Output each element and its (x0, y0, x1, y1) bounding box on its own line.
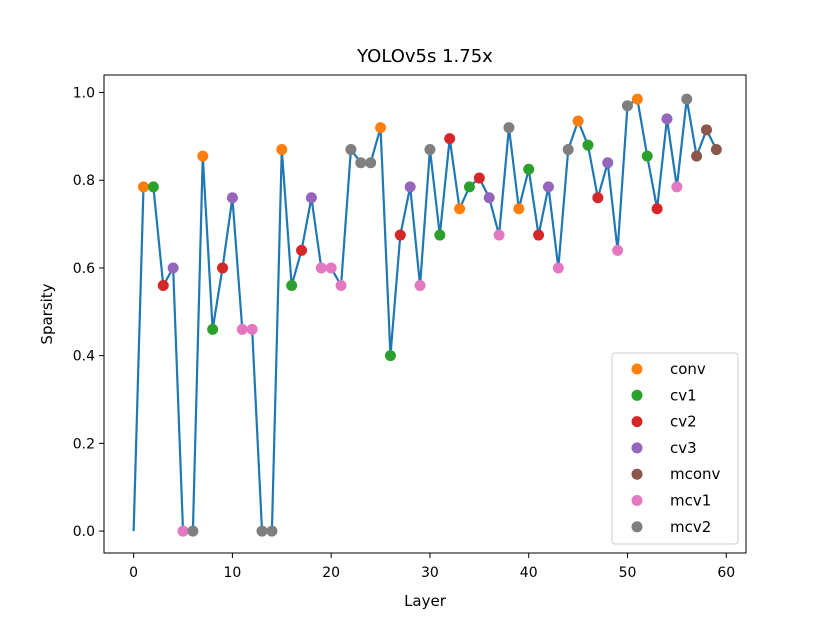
point-mcv2 (621, 100, 633, 112)
axis-ticks-group: 0 10 20 30 40 50 60 0.0 0.2 0.4 0.6 0.8 1.0 (73, 86, 735, 581)
point-cv3 (404, 181, 416, 193)
x-tick-label: 10 (223, 565, 241, 581)
point-cv1 (384, 350, 396, 362)
point-mconv (691, 150, 703, 162)
point-mcv1 (552, 262, 564, 274)
point-mcv1 (177, 525, 189, 537)
point-cv1 (286, 280, 298, 291)
point-conv (631, 93, 643, 105)
point-cv3 (542, 181, 554, 193)
point-cv3 (226, 192, 238, 204)
point-mcv1 (335, 280, 347, 291)
y-tick-label: 0.2 (73, 436, 95, 452)
point-cv3 (305, 192, 317, 204)
legend-box (611, 352, 739, 545)
sparsity-line (132, 98, 718, 533)
point-conv (276, 144, 288, 156)
legend-label-conv: conv (670, 360, 706, 378)
x-tick-label: 20 (322, 565, 340, 581)
point-mcv1 (671, 181, 683, 193)
point-cv2 (217, 262, 229, 274)
point-mcv2 (562, 144, 574, 156)
point-cv2 (394, 229, 406, 241)
point-mcv2 (681, 93, 693, 105)
point-cv3 (167, 262, 179, 274)
point-mcv1 (414, 280, 426, 291)
point-cv1 (582, 139, 594, 151)
point-mcv2 (187, 525, 199, 537)
point-mcv2 (355, 157, 367, 169)
legend-label-mconv: mconv (670, 465, 721, 483)
y-tick-label: 0.6 (73, 261, 95, 277)
x-axis-title: Layer (404, 592, 447, 610)
data-points-group (138, 93, 722, 537)
legend-label-cv3: cv3 (670, 439, 697, 457)
point-cv1 (207, 323, 219, 335)
chart-title: YOLOv5s 1.75x (356, 46, 493, 67)
point-conv (375, 122, 387, 134)
y-tick-label: 0.8 (73, 173, 95, 189)
x-tick-label: 60 (717, 565, 735, 581)
point-conv (138, 181, 150, 193)
point-mcv1 (236, 323, 248, 335)
x-tick-label: 30 (421, 565, 439, 581)
point-conv (572, 115, 584, 127)
legend-label-mcv2: mcv2 (670, 518, 711, 536)
point-cv1 (434, 229, 446, 241)
point-mconv (710, 144, 722, 156)
point-mcv1 (325, 262, 337, 274)
point-mcv2 (345, 144, 357, 156)
point-cv2 (157, 280, 169, 291)
legend-marker-cv1 (631, 389, 643, 401)
point-mcv1 (612, 244, 624, 256)
point-cv2 (651, 203, 663, 215)
point-mcv2 (365, 157, 377, 169)
legend-marker-mconv (631, 468, 643, 480)
point-cv3 (483, 192, 495, 204)
point-cv1 (641, 150, 653, 162)
point-cv1 (523, 163, 535, 175)
point-conv (197, 150, 209, 162)
y-tick-label: 0.4 (73, 349, 95, 365)
point-cv2 (296, 244, 308, 256)
x-tick-label: 40 (520, 565, 538, 581)
legend-label-mcv1: mcv1 (670, 492, 711, 510)
plot-frame (103, 74, 747, 554)
x-tick-label: 0 (129, 565, 138, 581)
x-tick-label: 50 (619, 565, 637, 581)
point-mcv2 (503, 122, 515, 134)
legend-marker-mcv1 (631, 495, 643, 506)
point-mcv2 (424, 144, 436, 156)
point-cv2 (533, 229, 545, 241)
legend-marker-cv2 (631, 416, 643, 428)
point-conv (454, 203, 466, 215)
legend-marker-conv (631, 363, 643, 375)
legend-marker-cv3 (631, 442, 643, 454)
y-tick-label: 0.0 (73, 524, 95, 540)
point-conv (513, 203, 525, 215)
point-mcv1 (493, 229, 505, 241)
point-cv3 (602, 157, 614, 169)
point-mconv (700, 124, 712, 136)
y-tick-label: 1.0 (73, 86, 95, 102)
point-mcv1 (246, 323, 258, 335)
y-axis-title: Sparsity (38, 283, 56, 344)
point-cv2 (592, 192, 604, 204)
sparsity-line-group (132, 98, 718, 533)
point-mcv2 (266, 525, 278, 537)
legend-label-cv1: cv1 (670, 386, 697, 404)
point-cv1 (147, 181, 159, 193)
point-mcv2 (256, 525, 268, 537)
point-cv2 (473, 172, 485, 184)
point-cv2 (444, 133, 456, 145)
legend-marker-mcv2 (631, 521, 643, 533)
legend-label-cv2: cv2 (670, 413, 697, 431)
point-mcv1 (315, 262, 327, 274)
legend: conv cv1 cv2 cv3 mconv mcv1 mcv2 (611, 352, 739, 545)
point-cv3 (661, 113, 673, 125)
point-cv1 (463, 181, 475, 193)
